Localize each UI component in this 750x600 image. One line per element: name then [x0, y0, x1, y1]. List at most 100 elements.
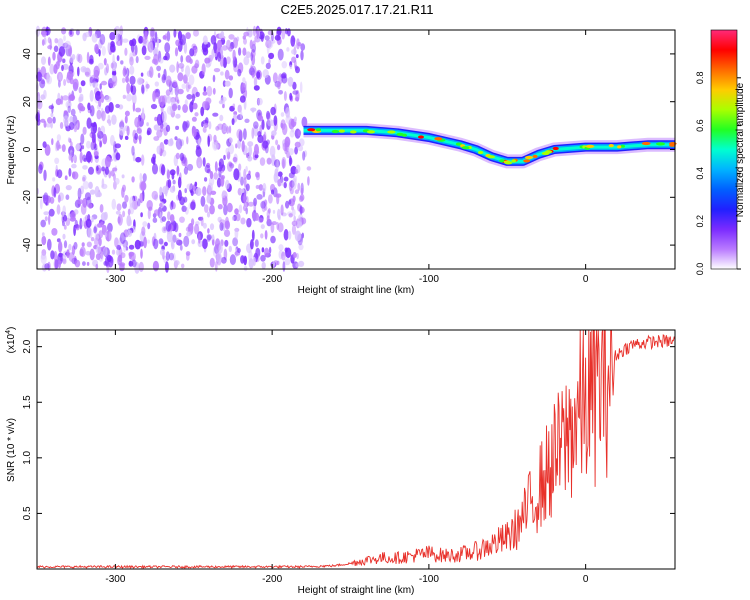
noise-speckle	[294, 189, 299, 194]
noise-speckle	[124, 194, 129, 203]
noise-speckle	[270, 222, 275, 233]
noise-speckle	[63, 79, 67, 86]
noise-speckle	[179, 216, 185, 223]
noise-speckle	[148, 206, 153, 211]
noise-speckle	[164, 42, 171, 53]
noise-speckle	[176, 239, 183, 246]
noise-speckle	[159, 211, 162, 221]
noise-speckle	[191, 99, 194, 106]
noise-speckle	[52, 177, 56, 182]
noise-speckle	[44, 216, 48, 222]
noise-speckle	[144, 55, 151, 61]
noise-speckle	[77, 66, 80, 77]
noise-speckle	[166, 230, 173, 243]
noise-speckle	[82, 165, 88, 170]
noise-speckle	[62, 63, 69, 70]
noise-speckle	[160, 104, 164, 114]
noise-speckle	[174, 260, 180, 266]
noise-speckle	[261, 200, 267, 213]
noise-speckle	[61, 27, 67, 35]
noise-speckle	[126, 82, 131, 95]
noise-speckle	[80, 203, 87, 215]
noise-speckle	[275, 193, 282, 198]
noise-speckle	[153, 124, 160, 131]
noise-speckle	[125, 76, 129, 83]
noise-speckle	[260, 201, 266, 209]
noise-speckle	[88, 203, 93, 209]
noise-speckle	[186, 136, 189, 145]
noise-speckle	[246, 217, 252, 228]
noise-speckle	[296, 221, 303, 228]
noise-speckle	[288, 180, 293, 192]
noise-speckle	[138, 135, 142, 141]
noise-speckle	[231, 118, 235, 126]
noise-speckle	[212, 239, 215, 246]
noise-speckle	[252, 25, 257, 37]
noise-speckle	[163, 227, 166, 232]
noise-speckle	[52, 116, 56, 124]
noise-speckle	[111, 249, 116, 255]
noise-speckle	[292, 81, 297, 90]
noise-speckle	[63, 35, 66, 42]
noise-speckle	[111, 198, 117, 210]
noise-speckle	[94, 143, 98, 151]
noise-speckle	[108, 170, 112, 179]
noise-speckle	[129, 39, 134, 47]
noise-speckle	[102, 133, 108, 145]
noise-speckle	[72, 78, 79, 90]
noise-speckle	[68, 243, 72, 251]
noise-speckle	[277, 171, 283, 177]
noise-speckle	[179, 152, 185, 162]
signal-hotspot	[669, 143, 676, 147]
noise-speckle	[258, 217, 264, 223]
noise-speckle	[213, 172, 218, 180]
noise-speckle	[86, 140, 91, 149]
noise-speckle	[123, 241, 127, 253]
noise-speckle	[295, 66, 300, 74]
noise-speckle	[212, 87, 216, 95]
noise-speckle	[205, 62, 211, 68]
noise-speckle	[82, 67, 88, 73]
noise-speckle	[146, 122, 149, 127]
noise-speckle	[285, 111, 290, 119]
noise-speckle	[254, 143, 259, 156]
noise-speckle	[157, 72, 161, 79]
noise-speckle	[276, 26, 282, 36]
noise-speckle	[213, 134, 217, 142]
noise-speckle	[135, 107, 142, 113]
noise-speckle	[77, 102, 84, 111]
noise-speckle	[268, 208, 271, 214]
noise-speckle	[204, 204, 209, 213]
noise-speckle	[128, 219, 132, 226]
signal-hotspot	[617, 145, 622, 149]
noise-speckle	[232, 237, 239, 247]
snr-x-label: Height of straight line (km)	[298, 585, 415, 596]
noise-speckle	[59, 122, 64, 129]
noise-speckle	[245, 165, 248, 173]
noise-speckle	[299, 205, 303, 215]
noise-speckle	[135, 156, 142, 163]
noise-speckle	[251, 229, 255, 241]
noise-speckle	[122, 201, 127, 209]
chart-title: C2E5.2025.017.17.21.R11	[281, 2, 434, 17]
noise-speckle	[53, 258, 59, 270]
noise-speckle	[102, 247, 108, 256]
noise-speckle	[288, 118, 295, 130]
noise-speckle	[107, 255, 114, 268]
noise-speckle	[209, 257, 215, 268]
noise-speckle	[266, 209, 271, 219]
noise-speckle	[266, 110, 270, 120]
noise-speckle	[42, 141, 47, 149]
noise-speckle	[200, 106, 205, 117]
noise-speckle	[141, 154, 145, 166]
noise-speckle	[202, 238, 208, 250]
noise-speckle	[69, 56, 74, 63]
noise-speckle	[177, 88, 184, 95]
signal-hotspot	[499, 159, 505, 163]
noise-speckle	[162, 122, 168, 128]
noise-speckle	[302, 151, 306, 161]
noise-speckle	[181, 205, 187, 212]
noise-speckle	[176, 165, 179, 177]
noise-speckle	[300, 43, 306, 51]
noise-speckle	[277, 48, 284, 61]
